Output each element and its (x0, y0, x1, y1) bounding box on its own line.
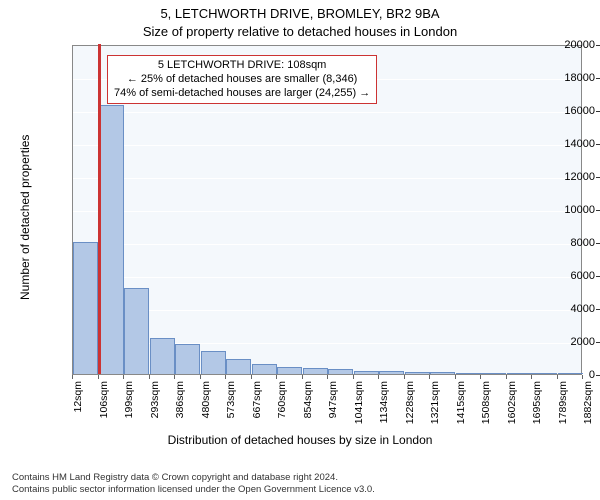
x-tick-mark (200, 375, 201, 379)
x-tick-mark (123, 375, 124, 379)
callout-line3: 74% of semi-detached houses are larger (… (114, 87, 370, 101)
x-tick-mark (302, 375, 303, 379)
histogram-bar (226, 359, 251, 374)
x-tick: 1789sqm (557, 381, 569, 431)
x-tick-mark (276, 375, 277, 379)
histogram-bar (99, 105, 124, 374)
y-tick: 14000 (529, 138, 595, 150)
x-tick: 854sqm (302, 381, 314, 431)
y-tick: 0 (529, 369, 595, 381)
y-tick: 12000 (529, 171, 595, 183)
x-tick: 667sqm (251, 381, 263, 431)
x-tick: 480sqm (200, 381, 212, 431)
histogram-bar (354, 371, 379, 374)
y-tick: 20000 (529, 39, 595, 51)
x-tick-mark (72, 375, 73, 379)
x-tick: 573sqm (225, 381, 237, 431)
histogram-bar (481, 373, 506, 374)
y-tick: 8000 (529, 237, 595, 249)
x-tick: 106sqm (98, 381, 110, 431)
x-tick-mark (225, 375, 226, 379)
histogram-bar (175, 344, 200, 374)
x-tick-mark (174, 375, 175, 379)
x-axis-label: Distribution of detached houses by size … (0, 433, 600, 447)
histogram-bar (456, 373, 481, 374)
x-tick-mark (98, 375, 99, 379)
histogram-bar (201, 351, 226, 374)
x-tick-mark (353, 375, 354, 379)
x-tick: 1134sqm (378, 381, 390, 431)
attribution-line2: Contains public sector information licen… (12, 484, 375, 496)
attribution: Contains HM Land Registry data © Crown c… (12, 472, 375, 496)
x-tick-mark (506, 375, 507, 379)
gridline (73, 244, 581, 245)
x-tick: 12sqm (72, 381, 84, 431)
chart-title-line1: 5, LETCHWORTH DRIVE, BROMLEY, BR2 9BA (0, 6, 600, 21)
histogram-bar (150, 338, 175, 374)
x-tick: 1415sqm (455, 381, 467, 431)
x-tick-mark (404, 375, 405, 379)
x-tick: 760sqm (276, 381, 288, 431)
histogram-bar (328, 369, 353, 374)
y-tick: 4000 (529, 303, 595, 315)
y-tick: 10000 (529, 204, 595, 216)
histogram-bar (73, 242, 98, 374)
x-tick-mark (480, 375, 481, 379)
histogram-bar (405, 372, 430, 374)
x-tick-mark (557, 375, 558, 379)
x-tick: 386sqm (174, 381, 186, 431)
x-tick: 199sqm (123, 381, 135, 431)
chart-root: 5, LETCHWORTH DRIVE, BROMLEY, BR2 9BA Si… (0, 0, 600, 500)
histogram-bar (507, 373, 532, 374)
x-tick-mark (455, 375, 456, 379)
gridline (73, 112, 581, 113)
y-tick: 16000 (529, 105, 595, 117)
x-tick: 1228sqm (404, 381, 416, 431)
gridline (73, 178, 581, 179)
x-tick: 293sqm (149, 381, 161, 431)
x-tick-mark (429, 375, 430, 379)
x-tick: 1508sqm (480, 381, 492, 431)
x-tick: 1695sqm (531, 381, 543, 431)
x-tick: 1602sqm (506, 381, 518, 431)
x-tick: 947sqm (327, 381, 339, 431)
x-tick-mark (582, 375, 583, 379)
x-tick-mark (251, 375, 252, 379)
callout-box: 5 LETCHWORTH DRIVE: 108sqm ← 25% of deta… (107, 55, 377, 104)
chart-title-line2: Size of property relative to detached ho… (0, 24, 600, 39)
x-tick-mark (149, 375, 150, 379)
x-tick-mark (531, 375, 532, 379)
x-tick-mark (327, 375, 328, 379)
x-tick: 1321sqm (429, 381, 441, 431)
y-tick: 2000 (529, 336, 595, 348)
callout-line1: 5 LETCHWORTH DRIVE: 108sqm (114, 59, 370, 73)
histogram-bar (124, 288, 149, 374)
x-tick: 1882sqm (582, 381, 594, 431)
histogram-bar (303, 368, 328, 374)
attribution-line1: Contains HM Land Registry data © Crown c… (12, 472, 375, 484)
y-tick: 6000 (529, 270, 595, 282)
y-axis-label: Number of detached properties (18, 135, 32, 300)
histogram-bar (252, 364, 277, 374)
histogram-bar (430, 372, 455, 374)
gridline (73, 277, 581, 278)
highlight-marker (98, 44, 101, 374)
y-tick: 18000 (529, 72, 595, 84)
x-tick-mark (378, 375, 379, 379)
histogram-bar (379, 371, 404, 374)
callout-line2: ← 25% of detached houses are smaller (8,… (114, 73, 370, 87)
x-tick: 1041sqm (353, 381, 365, 431)
histogram-bar (277, 367, 302, 374)
gridline (73, 211, 581, 212)
gridline (73, 145, 581, 146)
